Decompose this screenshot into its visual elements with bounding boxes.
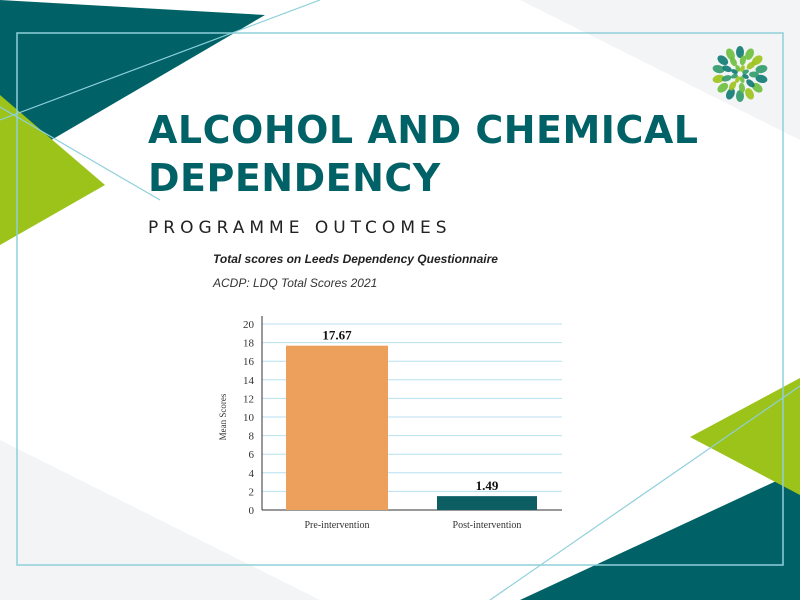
y-tick-label: 6 [249, 449, 255, 461]
y-tick-label: 14 [243, 375, 255, 387]
logo-leaf [735, 76, 741, 83]
slide-subtitle: PROGRAMME OUTCOMES [148, 218, 452, 238]
logo-leaf [742, 69, 749, 75]
logo-leaf [728, 81, 737, 91]
logo-leaf [739, 76, 745, 83]
logo-leaf [755, 64, 768, 74]
logo-leaf [712, 64, 725, 74]
chart-subtitle: ACDP: LDQ Total Scores 2021 [213, 276, 378, 290]
y-axis-label: Mean Scores [218, 393, 228, 440]
y-tick-label: 4 [249, 468, 255, 480]
logo-leaf [746, 61, 756, 70]
logo-leaf [736, 46, 744, 58]
leaf-logo-icon [712, 46, 768, 102]
logo-leaf [717, 55, 729, 66]
logo-leaf [717, 82, 729, 93]
y-tick-label: 8 [249, 431, 255, 443]
logo-leaf [755, 74, 768, 84]
y-tick-label: 10 [243, 412, 255, 424]
bar-pre-intervention [286, 345, 388, 510]
x-tick-label: Post-intervention [453, 520, 522, 531]
y-tick-label: 0 [249, 505, 255, 517]
logo-leaf [726, 88, 735, 100]
logo-leaf [712, 74, 725, 84]
logo-leaf [745, 48, 754, 60]
logo-leaf [726, 48, 735, 60]
y-tick-label: 18 [243, 338, 255, 350]
logo-leaf [721, 75, 732, 82]
x-tick-label: Pre-intervention [305, 520, 370, 531]
logo-leaf [731, 69, 738, 75]
logo-leaf [735, 65, 741, 72]
data-label: 17.67 [322, 328, 352, 343]
logo-leaf [738, 82, 745, 93]
logo-leaf [746, 79, 755, 88]
y-tick-label: 20 [243, 319, 255, 331]
y-tick-label: 16 [243, 356, 255, 368]
chart-title: Total scores on Leeds Dependency Questio… [213, 252, 498, 266]
logo-leaf [731, 73, 738, 79]
y-tick-label: 2 [249, 486, 255, 498]
logo-leaf [739, 55, 747, 66]
title-line-1: ALCOHOL AND CHEMICAL [148, 108, 699, 152]
logo-leaf [736, 90, 744, 102]
slide-title: ALCOHOL AND CHEMICAL DEPENDENCY [148, 106, 698, 202]
logo-leaf [748, 71, 759, 78]
logo-leaf [729, 57, 737, 67]
data-label: 1.49 [476, 478, 499, 493]
title-line-2: DEPENDENCY [148, 156, 441, 200]
logo-leaf [739, 65, 745, 72]
logo-leaf [745, 88, 754, 100]
logo-leaf [722, 65, 732, 73]
bar-chart: 0 2 4 6 8 10 12 14 16 18 20 Mean Scores 17.67 Pre-int… [218, 316, 562, 531]
logo-leaf [742, 73, 749, 79]
bar-post-intervention [437, 496, 537, 510]
y-tick-label: 12 [243, 393, 254, 405]
